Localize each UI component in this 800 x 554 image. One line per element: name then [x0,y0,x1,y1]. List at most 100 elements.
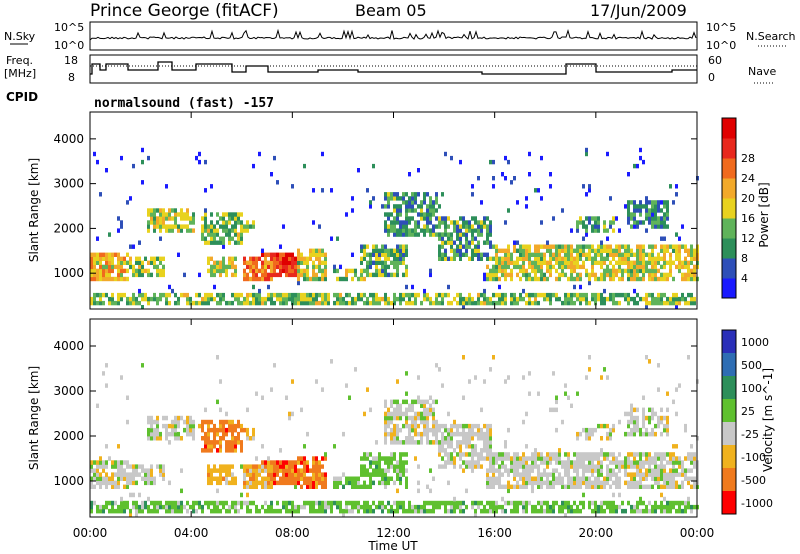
heatmap-cell [297,476,300,481]
heatmap-cell [522,288,525,294]
heatmap-cell [633,476,636,481]
heatmap-cell [147,419,150,425]
heatmap-cell [357,296,360,302]
heatmap-cell [252,484,255,489]
heatmap-cell [186,415,189,421]
heatmap-cell [123,484,126,489]
heatmap-cell [225,232,228,237]
heatmap-cell [105,272,108,278]
heatmap-cell [558,244,561,249]
heatmap-cell [294,292,297,298]
heatmap-cell [603,476,606,481]
heatmap-cell [261,268,264,274]
heatmap-cell [564,296,567,302]
y-tick-label: 3000 [53,384,84,398]
heatmap-cell [462,244,465,249]
heatmap-cell [648,208,651,213]
heatmap-cell [678,456,681,461]
heatmap-cell [99,276,102,282]
heatmap-cell [492,508,495,514]
heatmap-cell [618,292,621,298]
heatmap-cell [420,403,423,408]
heatmap-cell [411,200,414,205]
heatmap-cell [483,456,486,461]
heatmap-cell [294,256,297,261]
heatmap-cell [666,480,669,486]
heatmap-cell [399,403,402,408]
heatmap-cell [141,464,144,469]
heatmap-cell [594,252,597,257]
heatmap-cell [687,355,690,360]
heatmap-cell [630,260,633,265]
heatmap-cell [597,220,600,225]
heatmap-cell [279,300,282,306]
heatmap-cell [111,264,114,270]
heatmap-cell [378,480,381,486]
heatmap-cell [558,460,561,465]
heatmap-cell [240,448,243,453]
heatmap-cell [669,244,672,249]
heatmap-cell [198,423,201,429]
heatmap-cell [297,456,300,461]
heatmap-cell [477,456,480,461]
heatmap-cell [360,484,363,489]
heatmap-cell [351,484,354,489]
heatmap-cell [249,256,252,261]
heatmap-cell [621,256,624,261]
heatmap-cell [645,204,648,209]
heatmap-cell [441,464,444,469]
heatmap-cell [219,236,222,241]
heatmap-cell [474,236,477,241]
heatmap-cell [207,300,210,306]
heatmap-cell [621,272,624,278]
heatmap-cell [420,411,423,417]
heatmap-cell [399,244,402,249]
heatmap-cell [675,472,678,477]
heatmap-cell [621,500,624,506]
heatmap-cell [597,260,600,265]
nsky-top-tick: 10^5 [54,21,84,34]
heatmap-cell [126,472,129,477]
heatmap-cell [246,296,249,302]
heatmap-cell [252,260,255,265]
heatmap-cell [270,256,273,261]
heatmap-cell [336,296,339,302]
heatmap-cell [492,460,495,465]
heatmap-cell [606,228,609,233]
heatmap-cell [555,480,558,486]
heatmap-cell [414,431,417,437]
heatmap-cell [561,484,564,489]
heatmap-cell [558,256,561,261]
heatmap-cell [120,220,123,225]
heatmap-cell [591,508,594,514]
heatmap-cell [213,224,216,229]
heatmap-cell [432,504,435,510]
heatmap-cell [312,508,315,514]
heatmap-cell [684,504,687,510]
heatmap-cell [96,508,99,514]
heatmap-cell [165,292,168,298]
heatmap-cell [639,452,642,457]
heatmap-cell [423,212,426,217]
heatmap-cell [570,268,573,274]
heatmap-cell [144,468,147,473]
heatmap-cell [300,456,303,461]
heatmap-cell [354,272,357,278]
heatmap-cell [588,436,591,441]
heatmap-cell [186,228,189,233]
heatmap-cell [549,504,552,510]
heatmap-cell [558,260,561,265]
heatmap-cell [378,468,381,473]
heatmap-cell [435,296,438,302]
heatmap-cell [555,276,558,282]
heatmap-cell [117,256,120,261]
heatmap-cell [675,305,678,310]
heatmap-cell [234,440,237,445]
heatmap-cell [516,508,519,514]
heatmap-cell [147,208,150,213]
heatmap-cell [405,244,408,249]
heatmap-cell [348,480,351,486]
heatmap-cell [351,500,354,506]
heatmap-cell [240,440,243,445]
heatmap-cell [252,480,255,486]
